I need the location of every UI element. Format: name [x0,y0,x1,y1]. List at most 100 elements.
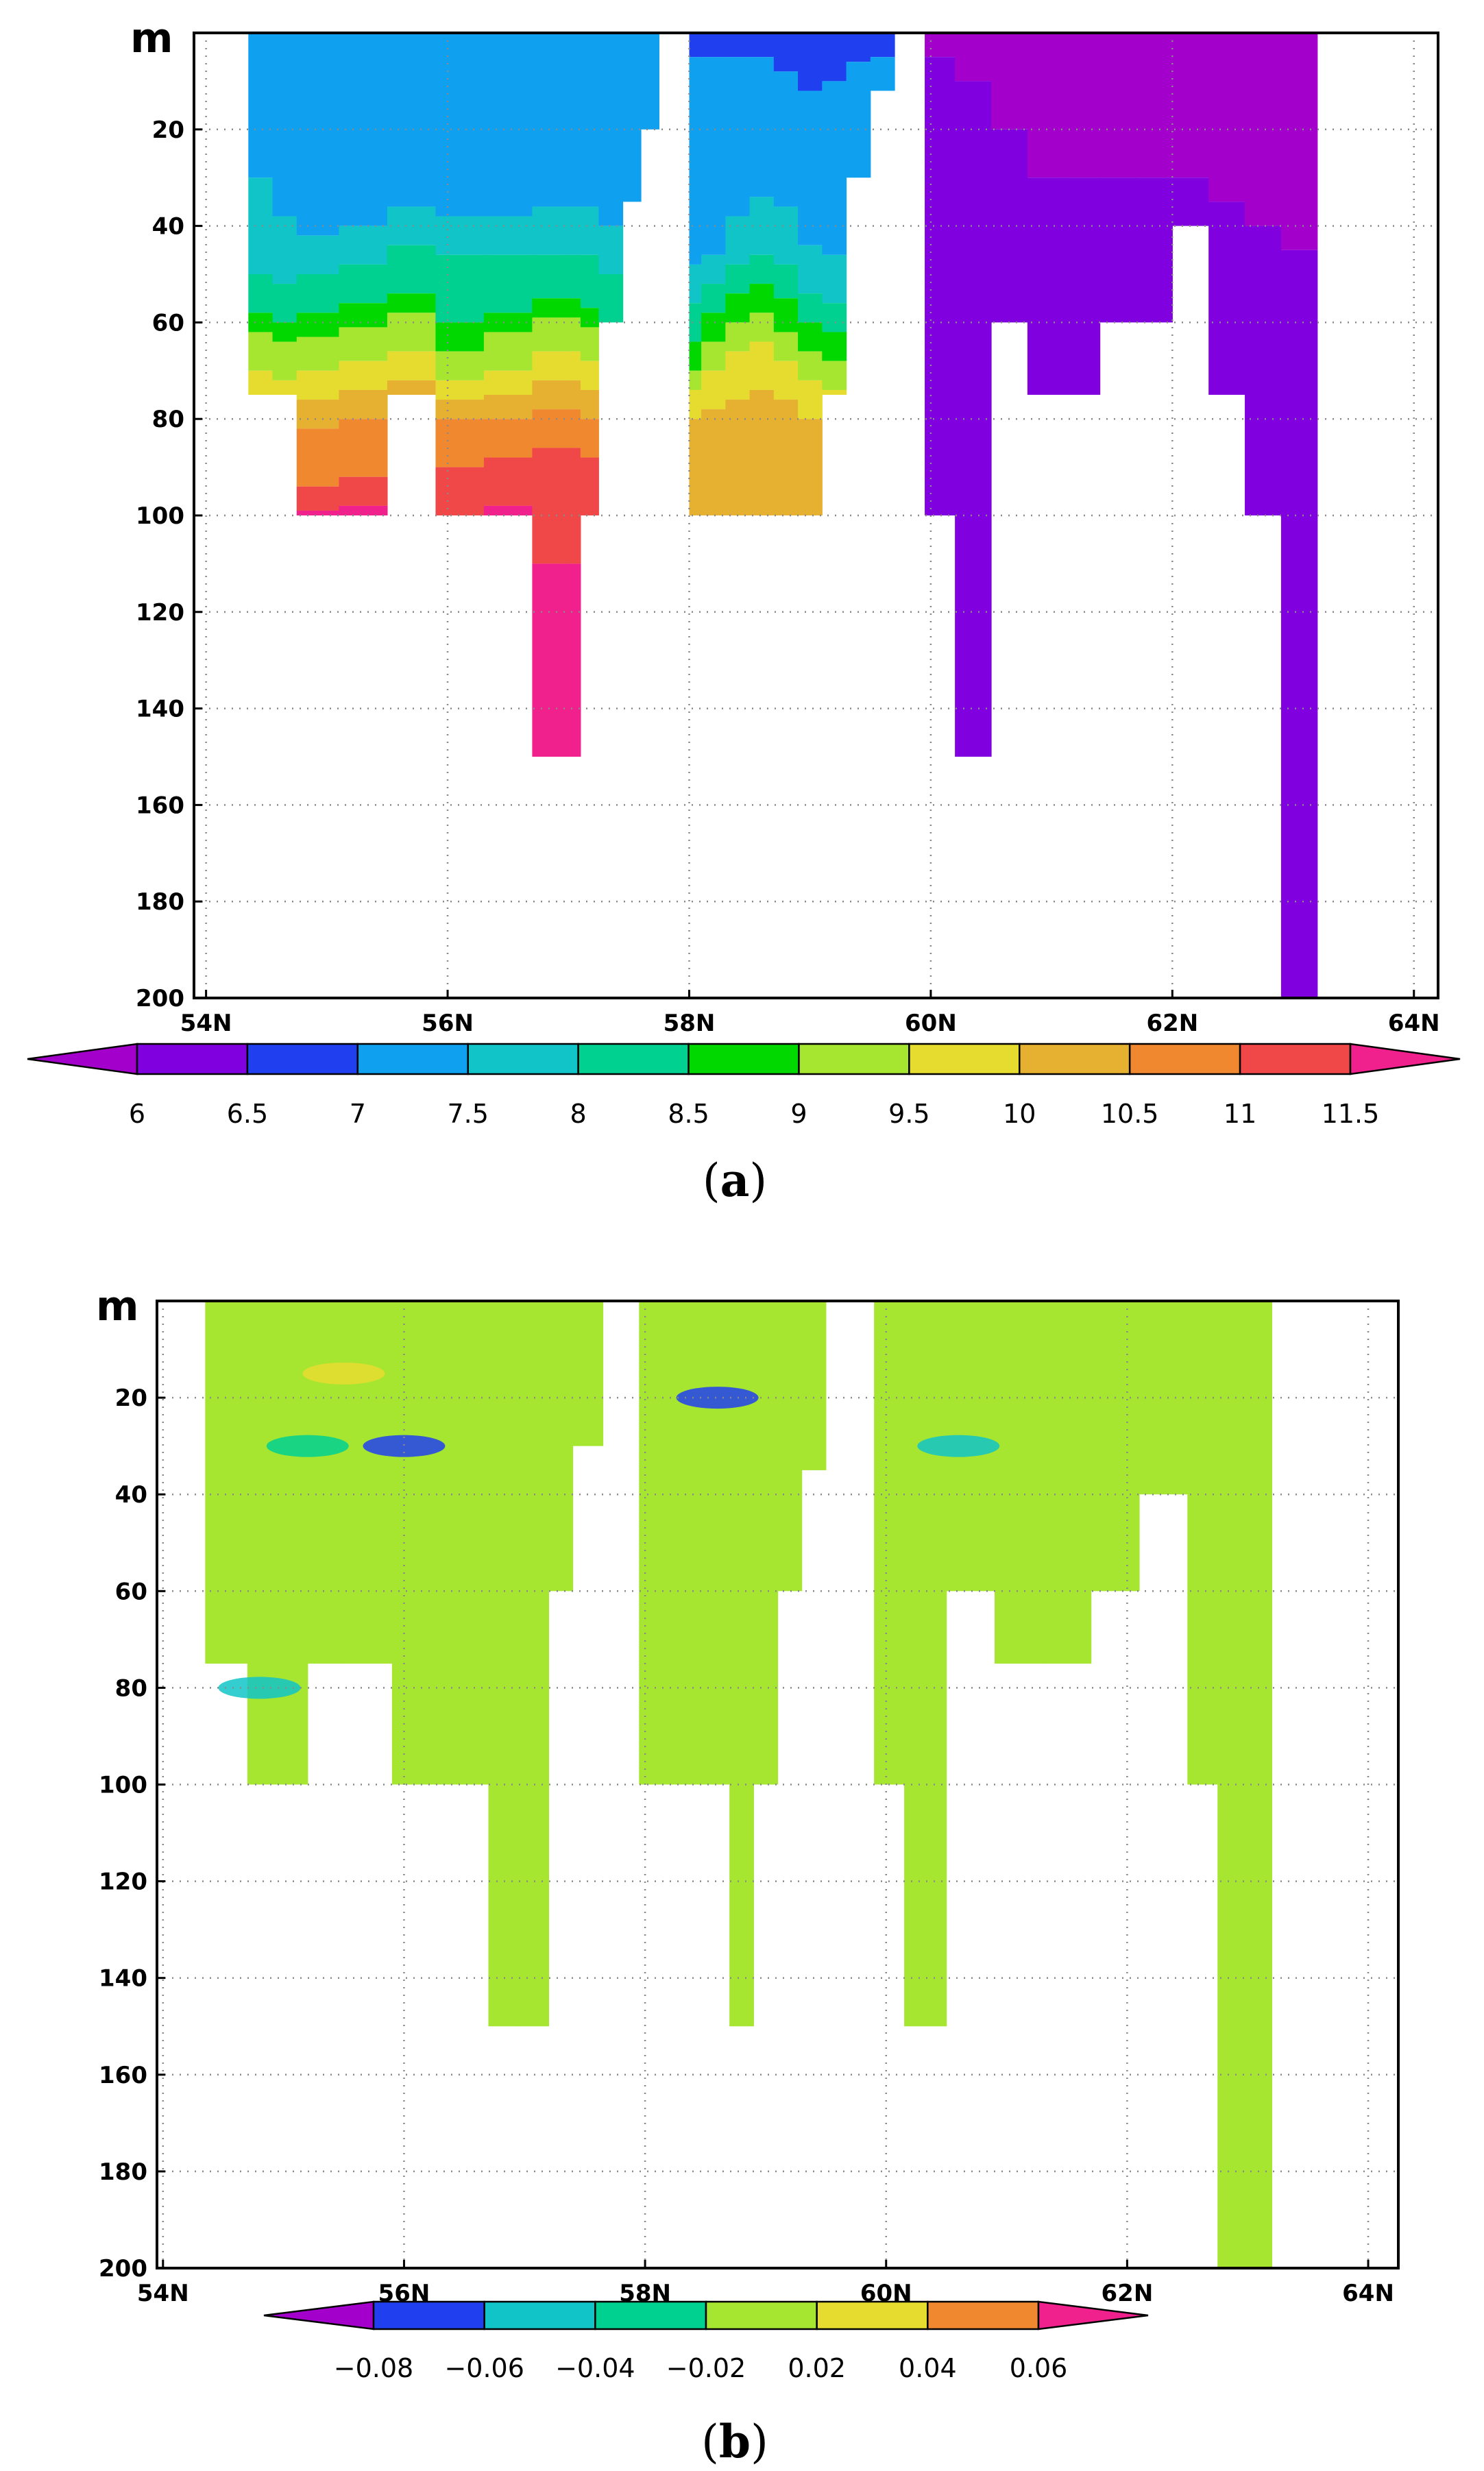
contour-cell-a-s0-c9-l3 [580,308,599,328]
contour-cell-a-s0-c3-l1 [339,226,388,265]
contour-cell-a-s1-c4-l4 [773,298,799,332]
contour-cell-a-s1-c5-l0 [798,33,823,91]
contour-cell-a-s2-c6-l0 [1136,33,1173,178]
contour-cell-a-s0-c9-l1 [580,206,599,255]
colorbar-a-label-7: 9.5 [888,1099,929,1129]
contour-cell-a-s1-c2-l4 [725,293,751,323]
contour-cell-a-s0-c6-l9 [483,505,533,515]
contour-cell-a-s1-c6-l4 [822,332,847,361]
colorbar-b-high-arrow [1037,2300,1149,2330]
contour-cell-a-s0-c6-l4 [483,332,533,371]
contour-cell-a-s0-c3-l9 [339,505,388,515]
contour-cell-a-s1-c6-l2 [822,254,847,304]
contour-cell-a-s1-c1-l1 [701,57,726,255]
contour-cell-a-s0-c8-l3 [568,298,581,318]
contour-cell-a-s0-c9-l6 [580,389,599,419]
contour-cell-a-s0-c5-l7 [435,419,485,467]
contour-cell-a-s1-c8-l1 [870,57,895,91]
contour-cell-a-s1-c8-l0 [870,33,895,58]
anomaly-patch-b-0 [266,1435,349,1457]
y-tick-label-a-80: 80 [152,406,184,433]
contour-cell-a-s0-c2-l9 [296,510,340,515]
contour-cell-b-s0-c6-l0 [391,1301,441,1785]
contour-cell-a-s0-c9-l7 [580,419,599,458]
colorbar-a-label-3: 7.5 [448,1099,489,1129]
contour-cell-a-s2-c1-l1 [955,81,992,757]
contour-cell-a-s0-c2-l8 [296,486,340,511]
contour-cell-a-s0-c7-l3 [532,298,569,318]
contour-cell-a-s2-c8-l1 [1208,202,1245,395]
contour-cell-a-s0-c10-l0 [598,33,624,226]
contour-cell-a-s0-c5-l1 [435,216,485,255]
contour-cell-a-s2-c5-l0 [1099,33,1137,178]
contour-cell-a-s1-c2-l5 [725,322,751,352]
y-tick-label-b-100: 100 [99,1772,147,1799]
y-tick-label-b-200: 200 [99,2255,147,2283]
contour-cell-a-s0-c3-l8 [339,476,388,506]
contour-cell-b-s1-c5-l0 [753,1301,779,1785]
contour-cell-a-s0-c5-l0 [435,33,485,217]
contour-cell-b-s2-c8-l0 [1217,1301,1243,2268]
contour-cell-a-s1-c1-l2 [701,254,726,284]
contour-cell-a-s0-c10-l2 [598,274,624,323]
contour-cell-a-s0-c7-l9 [532,563,569,757]
contour-cell-a-s0-c9-l5 [580,361,599,390]
contour-cell-a-s2-c0-l1 [925,57,956,515]
x-tick-label-b-54: 54N [137,2280,189,2307]
contour-cell-a-s0-c2-l3 [296,313,340,337]
contour-cell-a-s0-c4-l6 [387,380,437,395]
contour-cell-a-s0-c8-l7 [568,409,581,448]
y-tick-label-b-60: 60 [115,1578,147,1605]
contour-cell-a-s1-c2-l0 [725,33,751,58]
contour-cell-a-s1-c0-l7 [689,419,702,515]
contour-cell-a-s1-c0-l0 [689,33,702,58]
contour-cell-a-s0-c6-l1 [483,216,533,255]
contour-cell-a-s1-c3-l6 [749,341,775,390]
contour-cell-a-s0-c1-l3 [272,322,297,342]
contour-cell-a-s0-c10-l1 [598,226,624,274]
contour-cell-a-s1-c2-l7 [725,400,751,515]
contour-cell-a-s1-c3-l5 [749,313,775,342]
contour-cell-b-s0-c4-l0 [307,1301,345,1664]
contour-cell-a-s1-c1-l7 [701,409,726,515]
contour-cell-a-s1-c6-l5 [822,361,847,390]
contour-cell-a-s2-c0-l0 [925,33,956,58]
colorbar-b-box-3 [705,2300,818,2330]
colorbar-b-box-2 [594,2300,707,2330]
contour-cell-a-s2-c2-l0 [991,33,1028,130]
colorbar-b-label-5: 0.04 [899,2353,957,2383]
contour-cell-a-s2-c4-l1 [1063,178,1101,395]
panel-a-y-axis: 20 40 60 80 100 120 140 160 180 200 [136,117,202,1012]
colorbar-b-box-0 [372,2300,485,2330]
contour-cell-a-s0-c2-l6 [296,400,340,429]
contour-cell-a-s0-c7-l8 [532,448,569,564]
contour-cell-a-s0-c9-l0 [580,33,599,207]
contour-cell-a-s0-c2-l5 [296,370,340,400]
contour-cell-b-s0-c0-l0 [205,1301,224,1664]
contour-cell-a-s0-c2-l2 [296,274,340,313]
contour-cell-a-s1-c1-l3 [701,284,726,313]
contour-cell-a-s0-c7-l0 [532,33,569,207]
contour-cell-a-s2-c3-l0 [1027,33,1065,178]
contour-cell-a-s0-c9-l2 [580,254,599,308]
contour-cell-a-s0-c3-l6 [339,389,388,419]
y-tick-label-b-120: 120 [99,1869,147,1896]
colorbar-a-box-1 [246,1043,359,1075]
contour-cell-a-s0-c3-l5 [339,361,388,390]
contour-cell-b-s1-c0-l0 [639,1301,658,1785]
contour-cell-b-s2-c1-l0 [904,1301,947,2027]
panel-a: m 20 40 60 80 100 120 140 160 180 200 54N 56N 58N 60… [27,14,1461,1207]
contour-cell-a-s2-c6-l1 [1136,178,1173,323]
contour-cell-a-s1-c6-l3 [822,303,847,332]
y-tick-label-b-40: 40 [115,1481,147,1509]
contour-cell-a-s0-c4-l0 [387,33,437,207]
contour-cell-a-s1-c0-l6 [689,389,702,419]
contour-cell-a-s1-c4-l7 [773,400,799,515]
colorbar-a-box-10 [1239,1043,1352,1075]
colorbar-a-box-2 [356,1043,469,1075]
contour-cell-a-s1-c5-l4 [798,322,823,352]
contour-cell-a-s0-c0-l2 [248,274,273,313]
contour-cell-a-s0-c6-l7 [483,419,533,458]
contour-cell-a-s0-c5-l8 [435,467,485,515]
